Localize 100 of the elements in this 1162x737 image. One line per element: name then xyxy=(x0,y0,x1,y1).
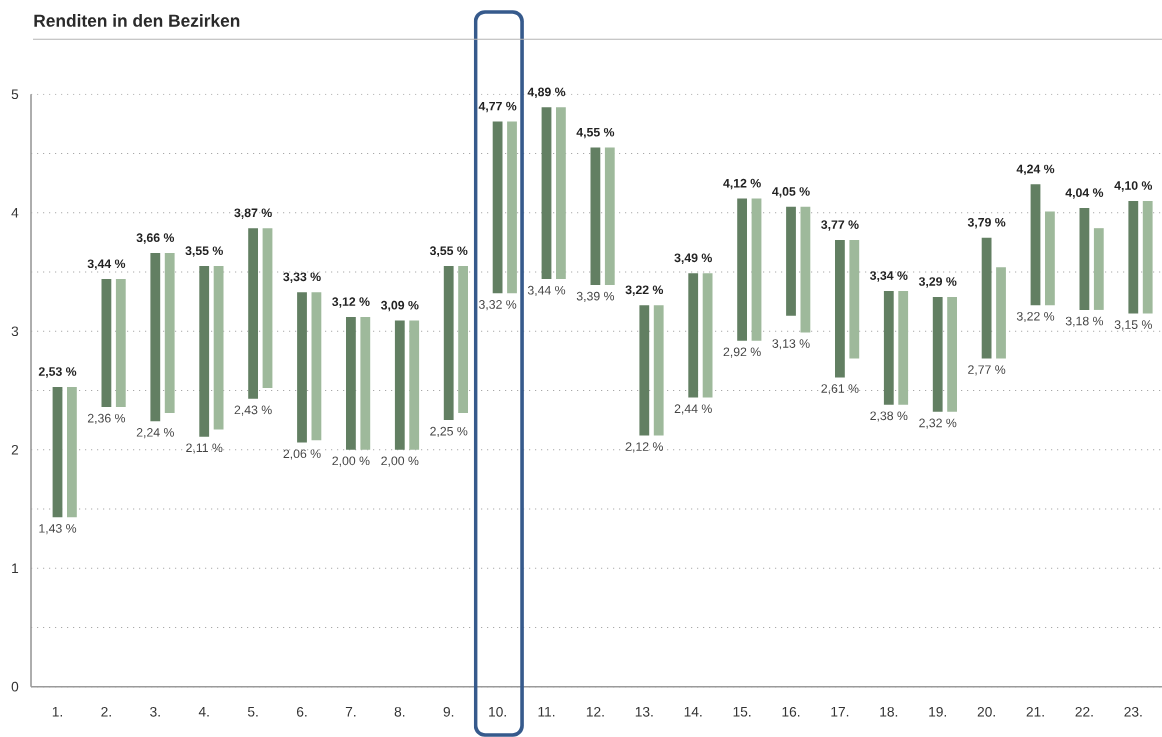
x-tick-label: 9. xyxy=(443,706,454,717)
y-tick-label: 3 xyxy=(11,326,19,337)
annotation: 2,77 % xyxy=(968,365,1006,376)
bar xyxy=(115,279,126,408)
bar xyxy=(653,305,664,436)
x-tick-label: 17. xyxy=(831,706,849,717)
bar xyxy=(150,253,161,422)
x-tick-label: 3. xyxy=(150,706,160,717)
annotation: 3,18 % xyxy=(1065,316,1104,327)
bar xyxy=(262,228,273,389)
bar xyxy=(1128,200,1139,314)
annotation: 2,24 % xyxy=(136,428,174,439)
x-tick-label: 21. xyxy=(1026,706,1044,717)
annotation: 4,77 % xyxy=(478,101,517,113)
annotation: 2,00 % xyxy=(332,456,370,467)
bar xyxy=(1093,228,1104,310)
x-tick-label: 16. xyxy=(782,706,800,717)
annotation: 3,22 % xyxy=(1016,311,1055,323)
bar xyxy=(443,266,454,421)
annotation: 2,43 % xyxy=(234,405,272,416)
x-tick-label: 5. xyxy=(247,706,258,717)
bar xyxy=(996,267,1006,359)
bar xyxy=(604,147,615,286)
bar xyxy=(311,292,322,441)
x-tick-label: 12. xyxy=(586,706,604,717)
annotation: 2,92 % xyxy=(723,347,761,358)
bar xyxy=(932,296,943,412)
x-tick-label: 13. xyxy=(635,706,653,717)
bar xyxy=(394,320,405,450)
x-tick-label: 22. xyxy=(1075,706,1093,717)
annotation: 3,55 % xyxy=(185,246,223,257)
bar xyxy=(702,273,713,398)
annotation: 3,44 % xyxy=(87,259,126,270)
annotation: 2,36 % xyxy=(87,413,126,424)
annotation: 4,24 % xyxy=(1016,164,1055,176)
annotation: 3,77 % xyxy=(821,220,859,231)
annotation: 4,55 % xyxy=(576,127,615,139)
annotation: 4,89 % xyxy=(527,87,566,99)
annotation: 3,09 % xyxy=(380,300,419,312)
bar xyxy=(101,279,112,408)
bar xyxy=(458,266,469,413)
annotation: 1,43 % xyxy=(39,524,77,535)
y-tick-label: 5 xyxy=(11,89,19,100)
bar xyxy=(213,266,224,430)
x-tick-label: 14. xyxy=(684,706,702,717)
y-tick-label: 4 xyxy=(11,208,19,218)
bar xyxy=(52,386,63,518)
bar xyxy=(164,253,175,413)
annotation: 2,06 % xyxy=(283,449,321,460)
bar xyxy=(883,290,894,405)
x-tick-label: 1. xyxy=(52,706,62,717)
x-tick-label: 8. xyxy=(394,706,405,717)
bar xyxy=(751,198,762,341)
annotation: 4,10 % xyxy=(1114,181,1153,192)
annotation: 4,04 % xyxy=(1065,188,1104,199)
annotation: 3,13 % xyxy=(772,339,810,350)
annotation: 2,53 % xyxy=(38,367,77,378)
annotation: 3,33 % xyxy=(283,272,321,283)
annotation: 3,22 % xyxy=(625,285,664,296)
annotation: 3,44 % xyxy=(527,285,566,297)
annotation: 2,38 % xyxy=(870,411,908,422)
x-tick-label: 20. xyxy=(977,706,995,717)
annotation: 3,49 % xyxy=(674,253,712,264)
bar xyxy=(199,266,210,437)
bar xyxy=(737,198,748,341)
annotation: 3,39 % xyxy=(576,291,615,302)
bar xyxy=(1045,211,1055,306)
chart-title: Renditen in den Bezirken xyxy=(34,14,240,27)
bar xyxy=(248,228,259,399)
bar xyxy=(1142,200,1153,314)
annotation: 2,61 % xyxy=(821,384,859,395)
bar xyxy=(849,240,860,359)
bar xyxy=(492,121,503,294)
x-tick-label: 15. xyxy=(733,706,751,717)
annotation: 2,25 % xyxy=(430,426,468,438)
x-tick-label: 10. xyxy=(489,706,506,717)
bar xyxy=(639,305,650,436)
x-tick-label: 18. xyxy=(880,706,898,717)
bar xyxy=(541,107,552,280)
bar xyxy=(947,296,958,412)
annotation: 2,11 % xyxy=(186,443,223,454)
bar xyxy=(297,292,307,443)
bar xyxy=(688,273,699,398)
annotation: 2,00 % xyxy=(381,456,419,467)
annotation: 2,12 % xyxy=(625,442,663,453)
bar xyxy=(590,147,601,286)
annotation: 2,44 % xyxy=(674,404,712,415)
bar xyxy=(360,317,371,450)
x-tick-label: 23. xyxy=(1124,706,1142,717)
annotation: 3,87 % xyxy=(234,208,272,219)
annotation: 4,05 % xyxy=(772,187,810,198)
y-tick-label: 2 xyxy=(11,444,19,455)
annotation: 3,79 % xyxy=(967,217,1006,229)
bar xyxy=(898,290,909,405)
annotation: 3,15 % xyxy=(1114,320,1152,331)
bar xyxy=(346,317,356,450)
annotation: 3,12 % xyxy=(332,297,370,308)
bar xyxy=(409,320,420,450)
annotation: 3,34 % xyxy=(869,271,908,282)
y-tick-label: 1 xyxy=(12,563,19,573)
